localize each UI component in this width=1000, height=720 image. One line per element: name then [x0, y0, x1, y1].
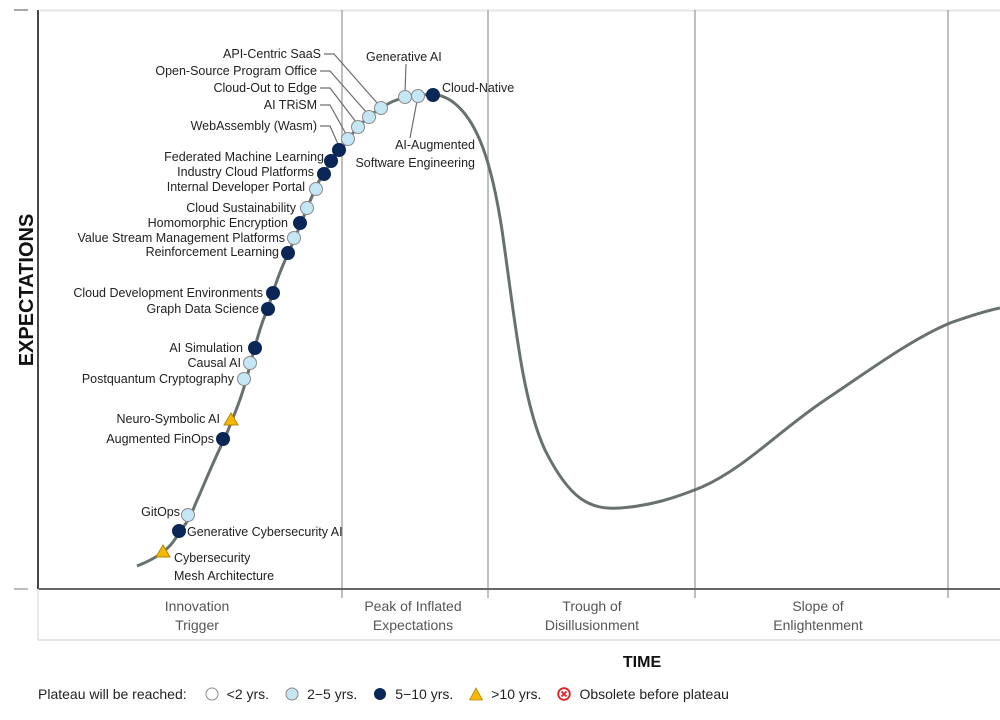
- marker-industry-cloud-platforms[interactable]: [317, 167, 331, 181]
- white-circle-icon: [205, 687, 219, 701]
- phase-label-trough-line2: Disillusionment: [545, 617, 639, 633]
- label-generative-ai: Generative AI: [366, 50, 442, 64]
- marker-ai-augmented-software-engineering[interactable]: [411, 89, 425, 103]
- marker-postquantum-cryptography[interactable]: [237, 372, 251, 386]
- marker-reinforcement-learning[interactable]: [281, 246, 295, 260]
- markers: [155, 88, 440, 558]
- light-blue-circle-icon: [285, 687, 299, 701]
- label-cloud-development-environments: Cloud Development Environments: [73, 286, 263, 300]
- legend-item-2to5: 2−5 yrs.: [285, 686, 357, 702]
- marker-internal-developer-portal[interactable]: [309, 182, 323, 196]
- label-cloud-sustainability: Cloud Sustainability: [186, 201, 297, 215]
- leader-ai-augmented-se: [409, 100, 418, 139]
- legend-label-5to10: 5−10 yrs.: [395, 686, 454, 702]
- marker-generative-ai[interactable]: [398, 90, 412, 104]
- y-axis-title: EXPECTATIONS: [16, 214, 38, 367]
- leader-ai-trism: [320, 104, 347, 135]
- yellow-triangle-icon: [469, 687, 484, 701]
- label-ai-trism: AI TRiSM: [264, 98, 317, 112]
- marker-value-stream-management-platforms[interactable]: [287, 231, 301, 245]
- marker-cloud-development-environments[interactable]: [266, 286, 280, 300]
- legend-label-gt10: >10 yrs.: [491, 686, 542, 702]
- label-postquantum-cryptography: Postquantum Cryptography: [82, 372, 235, 386]
- label-cybersecurity-mesh-line2: Mesh Architecture: [174, 569, 274, 583]
- leader-api-centric-saas: [324, 53, 379, 105]
- phase-label-innovation-line1: Innovation: [165, 598, 230, 614]
- label-gitops: GitOps: [141, 505, 180, 519]
- marker-cybersecurity-mesh-architecture[interactable]: [155, 544, 171, 558]
- hype-cycle-chart: Innovation Trigger Peak of Inflated Expe…: [14, 9, 1000, 671]
- marker-federated-machine-learning[interactable]: [324, 154, 338, 168]
- marker-cloud-out-to-edge[interactable]: [362, 110, 376, 124]
- leader-webassembly: [320, 125, 339, 145]
- obsolete-x-icon: [557, 687, 572, 701]
- label-neuro-symbolic-ai: Neuro-Symbolic AI: [116, 412, 220, 426]
- leader-open-source-program-office: [320, 70, 368, 114]
- legend-item-lt2: <2 yrs.: [205, 686, 269, 702]
- label-value-stream-management-platforms: Value Stream Management Platforms: [77, 231, 285, 245]
- legend: Plateau will be reached: <2 yrs. 2−5 yrs…: [38, 684, 729, 704]
- label-cybersecurity-mesh-line1: Cybersecurity: [174, 551, 251, 565]
- leader-generative-ai: [404, 63, 407, 93]
- label-industry-cloud-platforms: Industry Cloud Platforms: [177, 165, 314, 179]
- marker-augmented-finops[interactable]: [216, 432, 230, 446]
- label-reinforcement-learning: Reinforcement Learning: [146, 245, 279, 259]
- leader-cloud-out-to-edge: [320, 87, 357, 123]
- label-webassembly: WebAssembly (Wasm): [191, 119, 317, 133]
- marker-generative-cybersecurity-ai[interactable]: [172, 524, 186, 538]
- point-labels: Cybersecurity Mesh Architecture Generati…: [73, 47, 514, 583]
- label-ai-augmented-line2: Software Engineering: [355, 156, 475, 170]
- legend-item-gt10: >10 yrs.: [469, 686, 541, 702]
- marker-causal-ai[interactable]: [243, 356, 257, 370]
- label-api-centric-saas: API-Centric SaaS: [223, 47, 321, 61]
- label-ai-augmented-line1: AI-Augmented: [395, 138, 475, 152]
- marker-neuro-symbolic-ai[interactable]: [223, 412, 239, 426]
- phase-label-slope-line2: Enlightenment: [773, 617, 863, 633]
- legend-label-lt2: <2 yrs.: [226, 686, 270, 702]
- label-ai-simulation: AI Simulation: [169, 341, 243, 355]
- label-homomorphic-encryption: Homomorphic Encryption: [148, 216, 288, 230]
- label-graph-data-science: Graph Data Science: [146, 302, 259, 316]
- legend-item-5to10: 5−10 yrs.: [373, 686, 453, 702]
- marker-open-source-program-office[interactable]: [374, 101, 388, 115]
- label-federated-machine-learning: Federated Machine Learning: [164, 150, 324, 164]
- phase-label-peak-line1: Peak of Inflated: [364, 598, 461, 614]
- marker-ai-trism[interactable]: [351, 120, 365, 134]
- label-open-source-program-office: Open-Source Program Office: [155, 64, 317, 78]
- phase-label-trough-line1: Trough of: [562, 598, 622, 614]
- x-axis-title: TIME: [623, 654, 662, 671]
- leader-lines: [320, 53, 418, 145]
- phase-label-peak-line2: Expectations: [373, 617, 453, 633]
- phase-label-slope-line1: Slope of: [792, 598, 843, 614]
- legend-label-obsolete: Obsolete before plateau: [579, 686, 729, 702]
- legend-label-2to5: 2−5 yrs.: [307, 686, 358, 702]
- phase-label-innovation-line2: Trigger: [175, 617, 219, 633]
- marker-homomorphic-encryption[interactable]: [293, 216, 307, 230]
- label-generative-cybersecurity-ai: Generative Cybersecurity AI: [187, 525, 343, 539]
- marker-webassembly[interactable]: [341, 132, 355, 146]
- label-causal-ai: Causal AI: [187, 356, 241, 370]
- marker-cloud-native[interactable]: [426, 88, 440, 102]
- marker-ai-simulation[interactable]: [248, 341, 262, 355]
- label-cloud-native: Cloud-Native: [442, 81, 514, 95]
- label-internal-developer-portal: Internal Developer Portal: [167, 180, 305, 194]
- dark-blue-circle-icon: [374, 688, 387, 700]
- legend-item-obsolete: Obsolete before plateau: [557, 686, 729, 702]
- marker-gitops[interactable]: [181, 508, 195, 522]
- marker-software-engineering-dark[interactable]: [332, 143, 346, 157]
- marker-graph-data-science[interactable]: [261, 302, 275, 316]
- marker-cloud-sustainability[interactable]: [300, 201, 314, 215]
- label-augmented-finops: Augmented FinOps: [106, 432, 214, 446]
- legend-title: Plateau will be reached:: [38, 686, 187, 702]
- label-cloud-out-to-edge: Cloud-Out to Edge: [213, 81, 317, 95]
